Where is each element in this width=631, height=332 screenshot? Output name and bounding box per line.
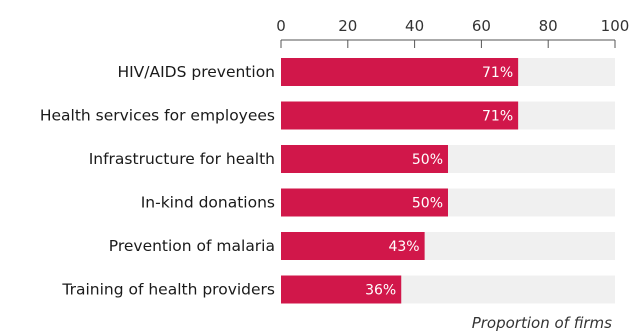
category-label: Health services for employees — [40, 107, 275, 125]
x-axis: 0 20 40 60 80 100 — [276, 17, 629, 48]
bar-value-label: 36% — [365, 283, 396, 299]
x-axis-tick-label: 100 — [601, 17, 630, 35]
bar-value-label: 71% — [482, 65, 513, 81]
bar — [281, 101, 519, 130]
bars-group: 71% HIV/AIDS prevention 71% Health services… — [40, 58, 615, 304]
category-label: HIV/AIDS prevention — [117, 63, 275, 81]
bar — [281, 58, 519, 86]
bar-value-label: 43% — [388, 239, 419, 255]
bar — [281, 188, 448, 217]
x-axis-title: Proportion of firms — [472, 314, 612, 332]
bar — [281, 275, 402, 304]
bar — [281, 145, 448, 173]
category-label: In-kind donations — [141, 194, 275, 212]
category-label: Prevention of malaria — [109, 237, 275, 255]
x-axis-tick-label: 60 — [472, 17, 491, 35]
bar-value-label: 50% — [412, 152, 443, 168]
category-label: Infrastructure for health — [89, 150, 275, 168]
bar — [281, 232, 425, 260]
x-axis-tick-label: 80 — [539, 17, 558, 35]
x-axis-tick-label: 20 — [338, 17, 357, 35]
x-axis-tick-label: 0 — [276, 17, 286, 35]
category-label: Training of health providers — [61, 281, 275, 299]
bar-value-label: 50% — [412, 196, 443, 212]
bar-value-label: 71% — [482, 109, 513, 125]
x-axis-tick-label: 40 — [405, 17, 424, 35]
